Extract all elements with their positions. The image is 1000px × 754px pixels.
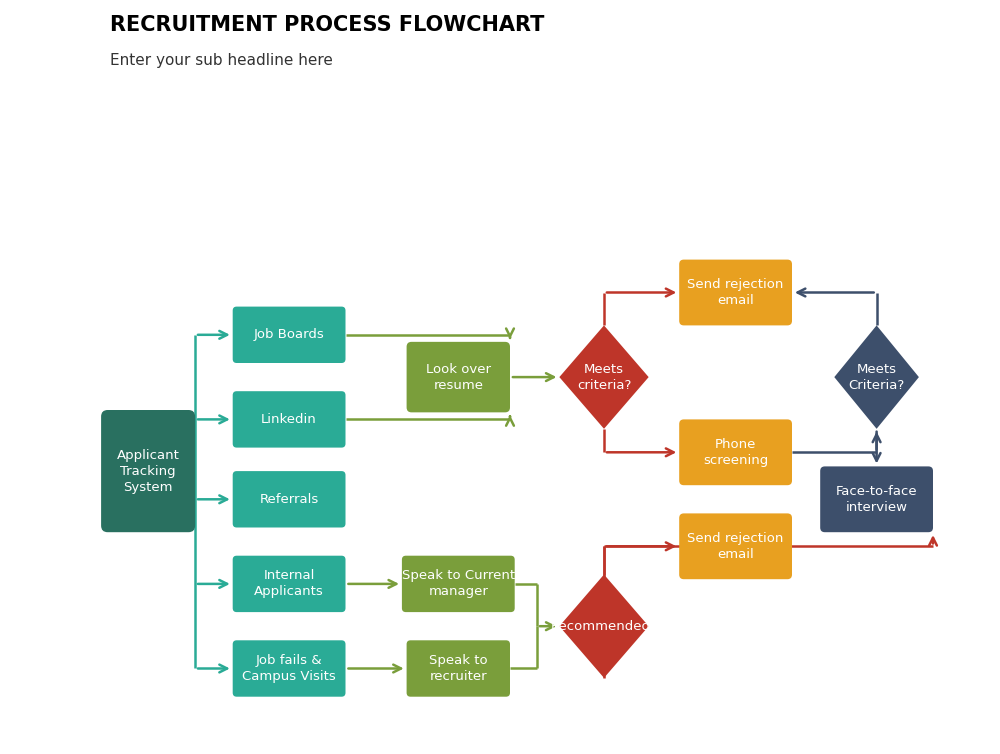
Text: Phone
screening: Phone screening <box>703 438 768 467</box>
Polygon shape <box>559 575 649 678</box>
Text: Meets
Criteria?: Meets Criteria? <box>848 363 905 391</box>
FancyBboxPatch shape <box>101 410 195 532</box>
Polygon shape <box>559 326 649 429</box>
FancyBboxPatch shape <box>233 391 346 448</box>
FancyBboxPatch shape <box>679 513 792 579</box>
FancyBboxPatch shape <box>233 556 346 612</box>
Text: Look over
resume: Look over resume <box>426 363 491 391</box>
FancyBboxPatch shape <box>820 467 933 532</box>
FancyBboxPatch shape <box>233 307 346 363</box>
Text: RECRUITMENT PROCESS FLOWCHART: RECRUITMENT PROCESS FLOWCHART <box>110 15 545 35</box>
Text: Recommended?: Recommended? <box>551 620 657 633</box>
Text: Linkedin: Linkedin <box>261 413 317 426</box>
Text: Speak to Current
manager: Speak to Current manager <box>402 569 515 599</box>
Text: Speak to
recruiter: Speak to recruiter <box>429 654 488 683</box>
Text: Meets
criteria?: Meets criteria? <box>577 363 631 391</box>
Text: Internal
Applicants: Internal Applicants <box>254 569 324 599</box>
Text: Enter your sub headline here: Enter your sub headline here <box>110 53 333 68</box>
FancyBboxPatch shape <box>233 471 346 528</box>
Text: Job Boards: Job Boards <box>254 328 324 342</box>
Text: Face-to-face
interview: Face-to-face interview <box>836 485 917 513</box>
FancyBboxPatch shape <box>407 342 510 412</box>
FancyBboxPatch shape <box>407 640 510 697</box>
FancyBboxPatch shape <box>402 556 515 612</box>
Text: Send rejection
email: Send rejection email <box>687 532 784 561</box>
FancyBboxPatch shape <box>679 419 792 486</box>
Polygon shape <box>834 326 919 429</box>
Text: Job fails &
Campus Visits: Job fails & Campus Visits <box>242 654 336 683</box>
Text: Referrals: Referrals <box>259 493 319 506</box>
Text: Applicant
Tracking
System: Applicant Tracking System <box>117 449 180 494</box>
FancyBboxPatch shape <box>679 259 792 326</box>
FancyBboxPatch shape <box>233 640 346 697</box>
Text: Send rejection
email: Send rejection email <box>687 278 784 307</box>
